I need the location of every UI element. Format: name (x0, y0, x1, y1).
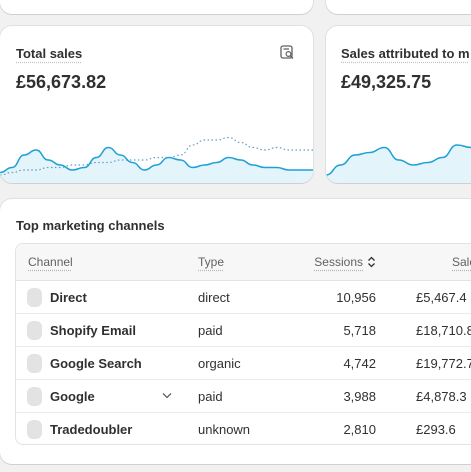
column-header-sessions-label: Sessions (314, 255, 363, 269)
channel-sessions: 3,988 (343, 389, 376, 404)
metric-title[interactable]: Sales attributed to m (341, 46, 470, 61)
column-header-channel[interactable]: Channel (28, 255, 73, 269)
table-row[interactable]: Direct direct 10,956 £5,467.4 (16, 281, 471, 314)
table-header: Channel Type Sessions Sale (16, 244, 471, 281)
sales-sparkline (0, 126, 313, 183)
chevron-down-icon[interactable] (162, 392, 172, 399)
channel-sessions: 2,810 (343, 422, 376, 437)
channel-sessions: 10,956 (336, 290, 376, 305)
sort-icon[interactable] (367, 256, 376, 268)
channel-type: direct (198, 290, 230, 305)
sales-attributed-card[interactable]: Sales attributed to m £49,325.75 (326, 26, 471, 183)
column-header-sessions[interactable]: Sessions (314, 255, 376, 269)
top-card-right (326, 0, 471, 14)
channel-sales: £19,772.7 (416, 356, 471, 371)
channel-type: paid (198, 323, 223, 338)
channel-name: Google Search (50, 356, 142, 371)
channels-table: Channel Type Sessions Sale Direct direct… (15, 243, 471, 445)
metric-value: £49,325.75 (341, 72, 431, 93)
table-row[interactable]: Tradedoubler unknown 2,810 £293.6 (16, 413, 471, 445)
report-search-icon[interactable] (279, 44, 295, 60)
column-header-sales[interactable]: Sale (452, 255, 471, 269)
table-row[interactable]: Google Search organic 4,742 £19,772.7 (16, 347, 471, 380)
total-sales-card[interactable]: Total sales £56,673.82 (0, 26, 313, 183)
channel-type: unknown (198, 422, 250, 437)
channel-sales: £4,878.3 (416, 389, 467, 404)
channel-sessions: 4,742 (343, 356, 376, 371)
channel-name: Direct (50, 290, 87, 305)
table-row[interactable]: Google paid 3,988 £4,878.3 (16, 380, 471, 413)
top-card-left (0, 0, 313, 14)
metric-value: £56,673.82 (16, 72, 106, 93)
channel-name: Google (50, 389, 95, 404)
channel-sessions: 5,718 (343, 323, 376, 338)
top-marketing-channels-card: Top marketing channels Channel Type Sess… (0, 199, 471, 464)
section-title: Top marketing channels (16, 218, 165, 233)
channel-name: Tradedoubler (50, 422, 132, 437)
channel-avatar (27, 288, 42, 307)
channel-avatar (27, 387, 42, 406)
channel-avatar (27, 321, 42, 340)
channel-avatar (27, 354, 42, 373)
attributed-sales-sparkline (326, 126, 471, 183)
column-header-type[interactable]: Type (198, 255, 224, 269)
metric-title[interactable]: Total sales (16, 46, 82, 61)
channel-sales: £18,710.8 (416, 323, 471, 338)
channel-sales: £293.6 (416, 422, 456, 437)
channel-type: paid (198, 389, 223, 404)
table-row[interactable]: Shopify Email paid 5,718 £18,710.8 (16, 314, 471, 347)
channel-sales: £5,467.4 (416, 290, 467, 305)
channel-name: Shopify Email (50, 323, 136, 338)
channel-type: organic (198, 356, 241, 371)
channel-avatar (27, 420, 42, 439)
